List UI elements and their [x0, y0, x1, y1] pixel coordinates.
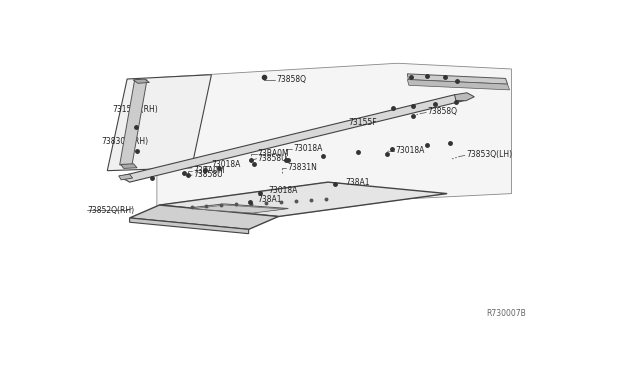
Polygon shape — [408, 74, 508, 84]
Polygon shape — [129, 218, 249, 234]
Polygon shape — [193, 205, 284, 213]
Polygon shape — [157, 63, 511, 214]
Text: 73018A: 73018A — [395, 145, 424, 154]
Polygon shape — [159, 182, 447, 217]
Text: 73BA0M: 73BA0M — [257, 149, 289, 158]
Text: 73858Q: 73858Q — [276, 74, 306, 83]
Text: 73852Q(RH): 73852Q(RH) — [88, 206, 134, 215]
Polygon shape — [108, 75, 211, 171]
Text: 73018A: 73018A — [269, 186, 298, 195]
Text: 738A1: 738A1 — [257, 195, 282, 204]
Text: 73858U: 73858U — [193, 170, 223, 179]
Polygon shape — [133, 79, 150, 83]
Polygon shape — [408, 80, 509, 90]
Text: 73155F: 73155F — [348, 118, 376, 127]
Polygon shape — [121, 164, 137, 169]
Text: 73858Q: 73858Q — [428, 108, 457, 116]
Text: 738A1: 738A1 — [346, 178, 370, 187]
Text: 73858U: 73858U — [257, 154, 287, 163]
Polygon shape — [189, 204, 289, 212]
Text: 73018A: 73018A — [211, 160, 241, 169]
Text: R730007B: R730007B — [486, 310, 527, 318]
Text: 73BA0M: 73BA0M — [193, 166, 225, 174]
Polygon shape — [454, 93, 474, 101]
Polygon shape — [129, 205, 278, 230]
Polygon shape — [120, 95, 465, 182]
Text: 73853Q(LH): 73853Q(LH) — [466, 150, 512, 160]
Polygon shape — [120, 80, 147, 165]
Text: 73830N(RH): 73830N(RH) — [101, 137, 148, 146]
Text: 73154F(RH): 73154F(RH) — [112, 105, 158, 115]
Text: 73018A: 73018A — [293, 144, 323, 153]
Polygon shape — [118, 174, 132, 180]
Text: 73831N: 73831N — [287, 163, 317, 172]
